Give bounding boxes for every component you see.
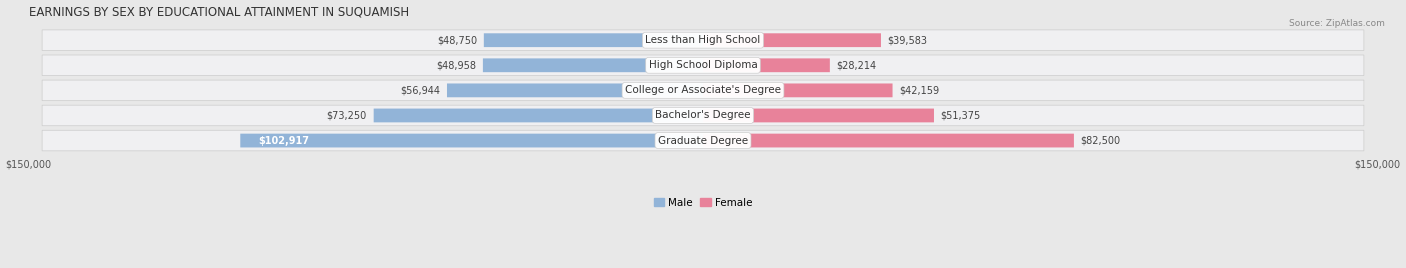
FancyBboxPatch shape (703, 58, 830, 72)
Text: $56,944: $56,944 (401, 85, 440, 95)
FancyBboxPatch shape (42, 30, 1364, 50)
Text: $39,583: $39,583 (887, 35, 928, 45)
Text: EARNINGS BY SEX BY EDUCATIONAL ATTAINMENT IN SUQUAMISH: EARNINGS BY SEX BY EDUCATIONAL ATTAINMEN… (28, 6, 409, 18)
FancyBboxPatch shape (482, 58, 703, 72)
Text: $48,750: $48,750 (437, 35, 477, 45)
Text: $42,159: $42,159 (900, 85, 939, 95)
Text: College or Associate's Degree: College or Associate's Degree (626, 85, 780, 95)
Text: $48,958: $48,958 (436, 60, 477, 70)
FancyBboxPatch shape (447, 83, 703, 97)
Text: Source: ZipAtlas.com: Source: ZipAtlas.com (1289, 19, 1385, 28)
Text: $51,375: $51,375 (941, 110, 981, 120)
Text: Less than High School: Less than High School (645, 35, 761, 45)
Text: $28,214: $28,214 (837, 60, 877, 70)
FancyBboxPatch shape (374, 109, 703, 122)
Text: $73,250: $73,250 (326, 110, 367, 120)
FancyBboxPatch shape (703, 109, 934, 122)
FancyBboxPatch shape (42, 130, 1364, 151)
Text: High School Diploma: High School Diploma (648, 60, 758, 70)
FancyBboxPatch shape (42, 80, 1364, 101)
Legend: Male, Female: Male, Female (654, 198, 752, 207)
FancyBboxPatch shape (703, 83, 893, 97)
FancyBboxPatch shape (703, 134, 1074, 147)
FancyBboxPatch shape (42, 105, 1364, 126)
FancyBboxPatch shape (42, 55, 1364, 76)
FancyBboxPatch shape (240, 134, 703, 147)
FancyBboxPatch shape (703, 33, 882, 47)
Text: Bachelor's Degree: Bachelor's Degree (655, 110, 751, 120)
Text: $82,500: $82,500 (1081, 136, 1121, 146)
Text: Graduate Degree: Graduate Degree (658, 136, 748, 146)
Text: $102,917: $102,917 (259, 136, 309, 146)
FancyBboxPatch shape (484, 33, 703, 47)
